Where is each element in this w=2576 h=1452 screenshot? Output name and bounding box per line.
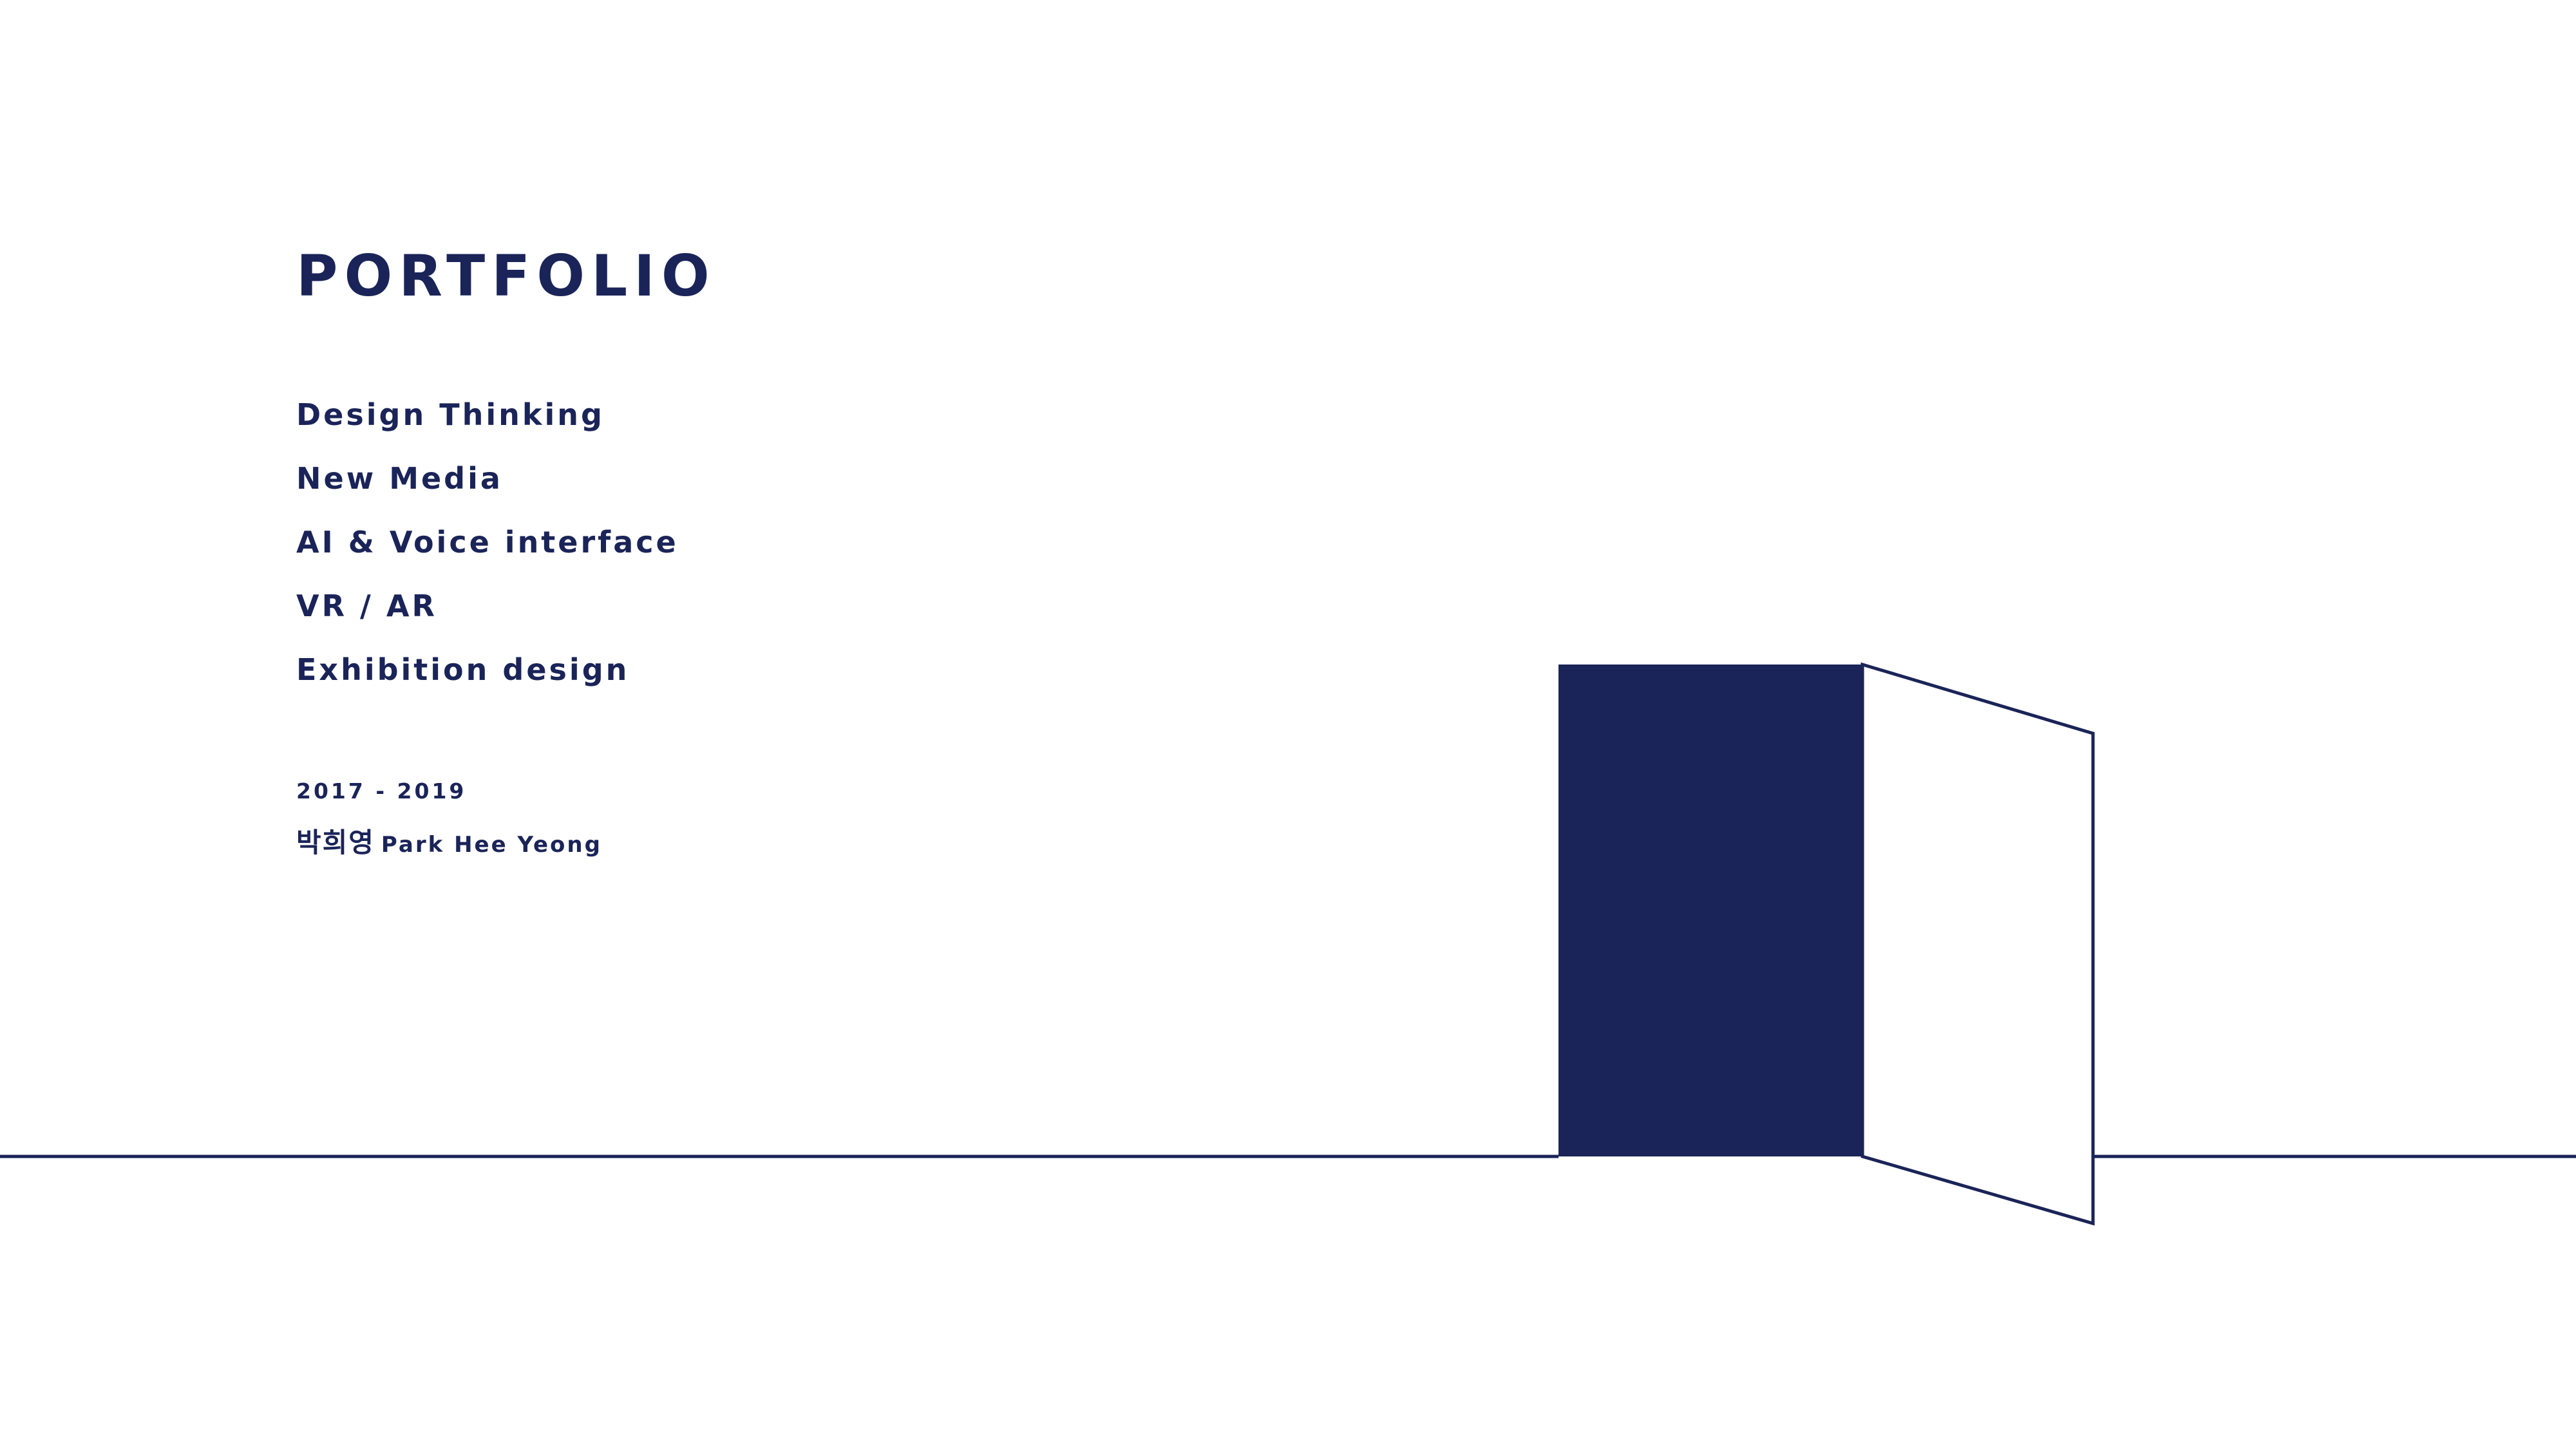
topic-item: VR / AR [296,589,437,623]
topic-list: Design Thinking New Media AI & Voice int… [296,383,679,702]
author-name: 박희영 Park Hee Yeong [296,829,602,856]
year-range: 2017 - 2019 [296,778,467,804]
page-title: PORTFOLIO [296,243,716,309]
topic-item: Exhibition design [296,652,630,687]
topic-item: New Media [296,461,503,496]
topic-item: Design Thinking [296,397,605,432]
topic-item: AI & Voice interface [296,525,679,560]
door-frame-opening [1558,665,1862,1156]
open-door-panel [1861,662,2095,1226]
author-name-english: Park Hee Yeong [381,832,602,858]
author-name-korean: 박희영 [296,827,375,858]
